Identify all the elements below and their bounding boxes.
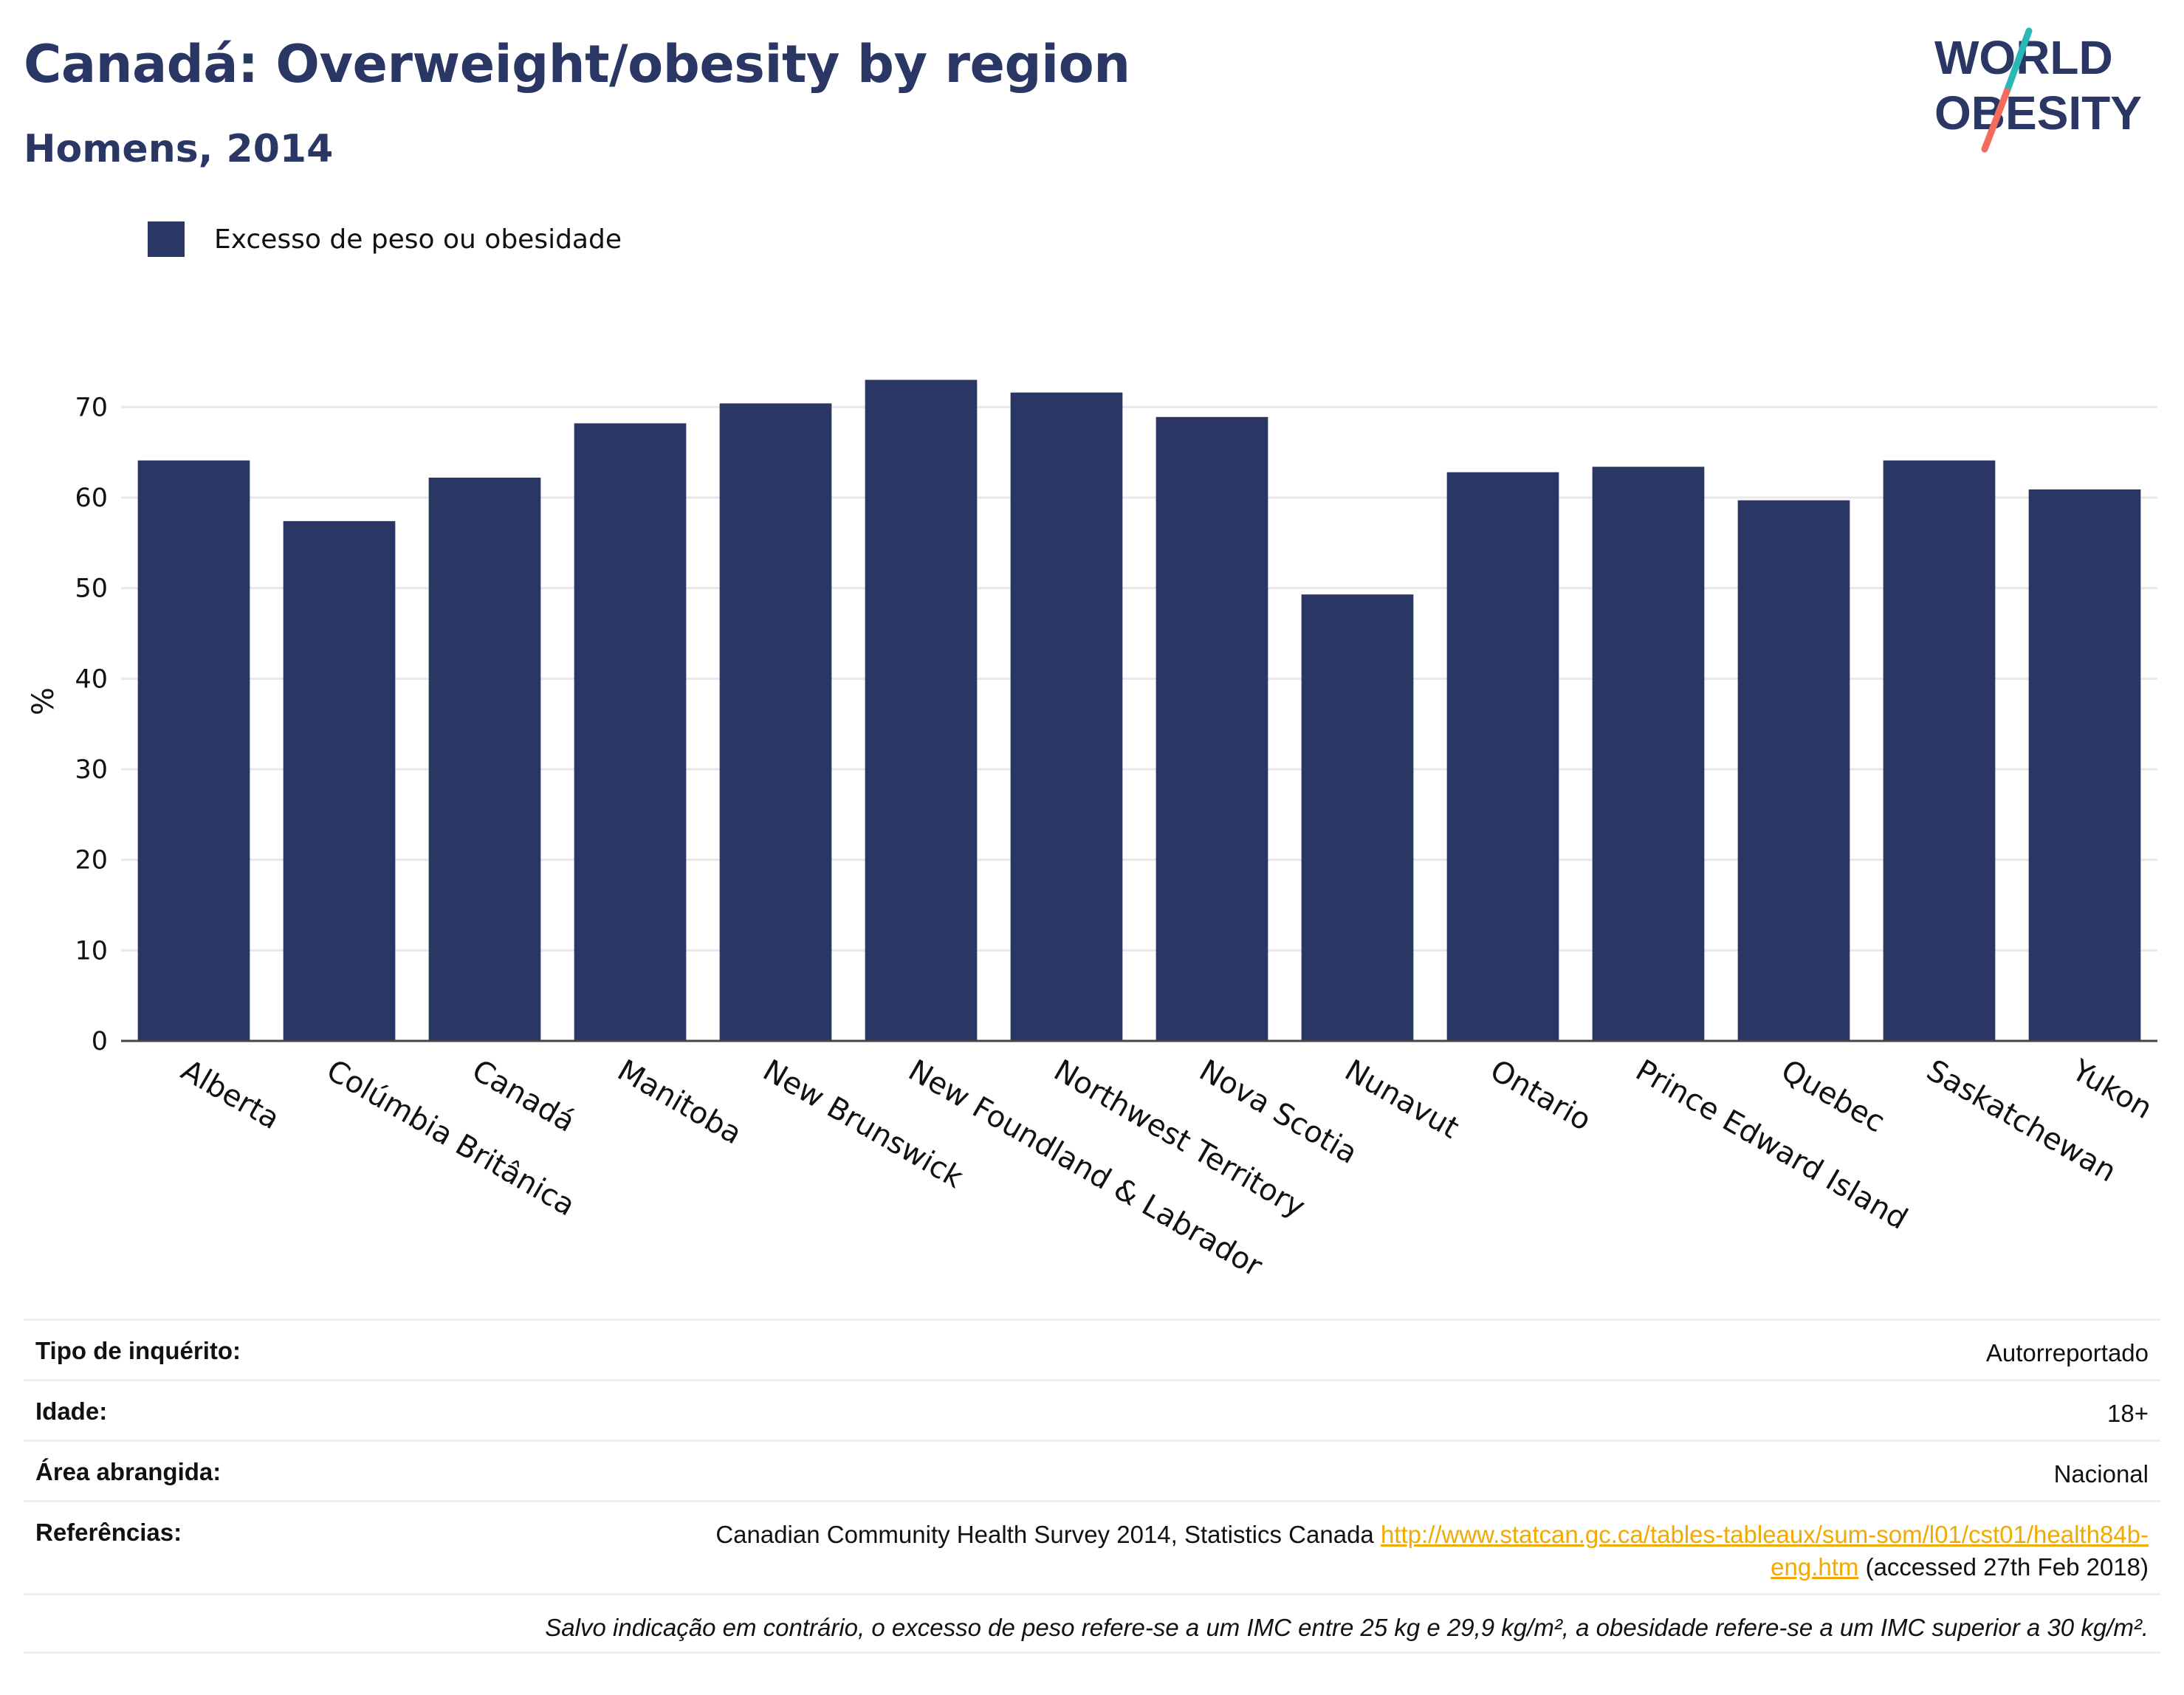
meta-key-age: Idade: (35, 1397, 108, 1425)
reference-link-continued[interactable]: eng.htm (1771, 1553, 1859, 1581)
chart-subtitle: Homens, 2014 (24, 127, 334, 171)
meta-val-age: 18+ (2107, 1400, 2149, 1427)
logo-slash-bottom (1981, 88, 2010, 153)
x-tick-label: Canadá (467, 1053, 581, 1139)
y-axis-label: % (27, 687, 61, 715)
bar-6 (1010, 392, 1123, 1041)
y-tick-label: 10 (75, 936, 108, 966)
bar-chart: 0 10 20 30 40 50 60 70% Alberta Colúmbia Britânic… (27, 379, 2158, 1284)
survey-metadata-table: Tipo de inquérito: Autorreportado Idade:… (24, 1318, 2160, 1654)
meta-row-note: Salvo indicação em contrário, o excesso … (24, 1593, 2160, 1654)
bar-5 (865, 379, 978, 1041)
bar-0 (137, 460, 250, 1041)
bar-11 (1737, 500, 1850, 1041)
meta-key-area: Área abrangida: (35, 1458, 222, 1485)
bar-13 (2028, 489, 2141, 1041)
legend-swatch (148, 221, 185, 257)
meta-row-survey-type: Tipo de inquérito: Autorreportado (24, 1318, 2160, 1379)
meta-row-age: Idade: 18+ (24, 1379, 2160, 1440)
meta-key-survey-type: Tipo de inquérito: (35, 1337, 241, 1364)
bar-1 (283, 520, 396, 1041)
reference-link[interactable]: http://www.statcan.gc.ca/tables-tableaux… (1380, 1521, 2149, 1548)
bar-3 (574, 423, 687, 1041)
reference-text: Canadian Community Health Survey 2014, S… (715, 1521, 1374, 1548)
x-tick-label: Quebec (1776, 1053, 1891, 1140)
bar-8 (1301, 594, 1414, 1041)
chart-legend: Excesso de peso ou obesidade (148, 221, 622, 257)
y-tick-label: 50 (75, 574, 108, 604)
bar-12 (1883, 460, 1996, 1041)
logo-text-obesity: OBESITY (1934, 86, 2142, 140)
y-tick-label: 20 (75, 846, 108, 876)
legend-label: Excesso de peso ou obesidade (214, 224, 622, 255)
meta-row-area: Área abrangida: Nacional (24, 1440, 2160, 1500)
y-tick-label: 60 (75, 484, 108, 513)
y-tick-label: 0 (92, 1027, 108, 1056)
x-tick-label: Colúmbia Britânica (321, 1053, 581, 1223)
world-obesity-logo: WORLD OBESITY (1934, 27, 2142, 153)
x-tick-label: Alberta (176, 1053, 286, 1136)
y-tick-label: 30 (75, 755, 108, 785)
x-tick-label: Nunavut (1339, 1053, 1465, 1146)
x-tick-label: Ontario (1485, 1053, 1597, 1138)
x-tick-label: Prince Edward Island (1630, 1053, 1914, 1237)
x-tick-label: Northwest Territory (1048, 1053, 1311, 1225)
bar-2 (428, 478, 541, 1041)
y-tick-label: 70 (75, 393, 108, 422)
bar-4 (719, 403, 832, 1041)
bar-9 (1446, 472, 1559, 1041)
bmi-definition-note: Salvo indicação em contrário, o excesso … (545, 1614, 2149, 1641)
x-tick-label: Manitoba (612, 1053, 748, 1152)
meta-val-survey-type: Autorreportado (1985, 1339, 2149, 1366)
logo-slash-top (2003, 27, 2033, 95)
bar-7 (1155, 416, 1268, 1041)
reference-accessed: (accessed 27th Feb 2018) (1865, 1553, 2149, 1581)
meta-key-references: Referências: (35, 1519, 182, 1546)
y-tick-label: 40 (75, 664, 108, 694)
meta-row-references: Referências: Canadian Community Health S… (24, 1500, 2160, 1593)
meta-val-area: Nacional (2053, 1460, 2149, 1488)
meta-val-references: Canadian Community Health Survey 2014, S… (715, 1519, 2149, 1584)
bar-10 (1592, 467, 1705, 1041)
chart-title: Canadá: Overweight/obesity by region (24, 34, 1130, 94)
x-tick-label: Yukon (2066, 1053, 2158, 1126)
